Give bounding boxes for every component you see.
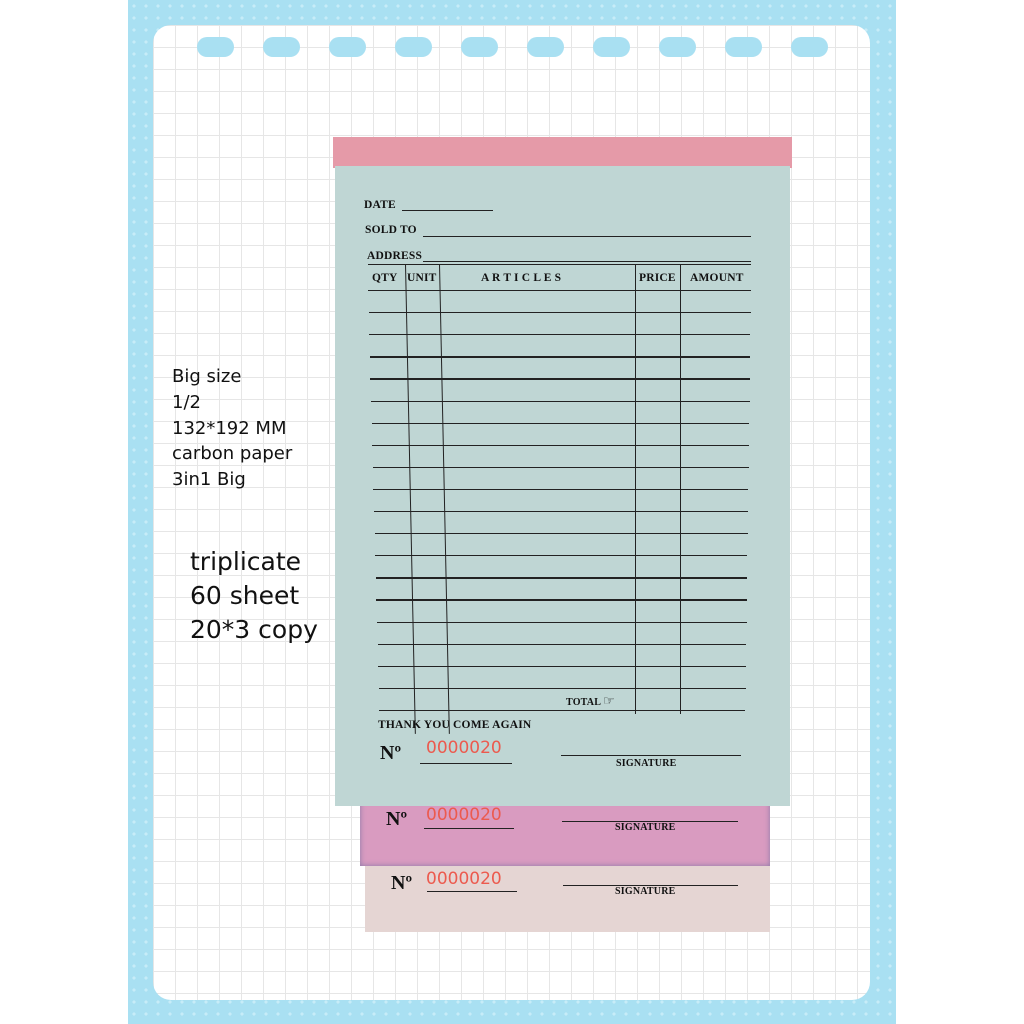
column-header-qty: QTY xyxy=(372,272,398,284)
spec-line: 132*192 MM xyxy=(172,417,287,439)
table-row-line xyxy=(375,555,748,557)
table-row-line xyxy=(371,400,750,402)
table-row-line xyxy=(373,488,749,491)
date-label: DATE xyxy=(364,199,396,211)
table-row-line xyxy=(377,621,747,623)
binder-hole xyxy=(659,37,696,57)
spec-line: 20*3 copy xyxy=(190,615,318,644)
spec-list-large: triplicate 60 sheet 20*3 copy xyxy=(190,545,318,647)
table-row-line xyxy=(368,312,751,314)
table-row-line xyxy=(372,466,749,469)
table-row-line xyxy=(369,356,751,358)
serial-number: 0000020 xyxy=(426,805,502,825)
serial-number: 0000020 xyxy=(426,869,502,889)
thank-you-text: THANK YOU COME AGAIN xyxy=(378,719,532,731)
table-row-line xyxy=(378,665,746,667)
binder-hole xyxy=(329,37,366,57)
number-label: Nº xyxy=(391,872,413,894)
number-label: Nº xyxy=(386,808,408,830)
receipt-form: DATE SOLD TO ADDRESS QTY UNIT A R T I C … xyxy=(335,166,790,806)
copy-sheet-pink: Nº 0000020 SIGNATURE xyxy=(360,800,770,866)
binder-hole xyxy=(527,37,564,57)
table-row-line xyxy=(370,378,750,380)
table-row-line xyxy=(378,687,746,690)
signature-label: SIGNATURE xyxy=(616,758,677,769)
binder-hole xyxy=(461,37,498,57)
sold-to-label: SOLD TO xyxy=(365,224,417,236)
table-row-line xyxy=(371,422,750,424)
pointing-hand-icon: ☞ xyxy=(603,693,615,708)
binder-hole xyxy=(395,37,432,57)
column-header-unit: UNIT xyxy=(407,272,437,284)
table-row-line xyxy=(379,709,746,712)
total-label: TOTAL xyxy=(566,697,602,708)
table-row-line xyxy=(375,577,748,579)
spec-line: Big size xyxy=(172,366,242,387)
table-row-line xyxy=(374,533,748,535)
spec-line: 60 sheet xyxy=(190,581,300,610)
signature-label: SIGNATURE xyxy=(615,886,676,897)
number-label: Nº xyxy=(380,742,402,764)
spec-line: 3in1 Big xyxy=(172,469,246,491)
table-row-line xyxy=(372,444,749,446)
copy-sheet-beige: Nº 0000020 SIGNATURE xyxy=(365,866,770,932)
column-header-price: PRICE xyxy=(639,272,676,284)
binder-hole xyxy=(263,37,300,57)
table-row-line xyxy=(369,334,751,336)
spec-line: 1/2 xyxy=(172,391,201,413)
pad-binding-strip xyxy=(333,137,792,168)
binder-hole xyxy=(725,37,762,57)
column-header-amount: AMOUNT xyxy=(690,272,744,284)
table-row-line xyxy=(377,643,747,645)
table-row-line xyxy=(368,290,751,292)
serial-number: 0000020 xyxy=(426,738,502,758)
spec-line: carbon paper xyxy=(172,443,293,465)
spec-list: Big size 1/2 132*192 MM carbon paper 3in… xyxy=(172,364,292,493)
column-header-articles: A R T I C L E S xyxy=(481,272,562,284)
spec-line: triplicate xyxy=(190,547,302,576)
binder-hole xyxy=(791,37,828,57)
table-row-line xyxy=(376,599,747,601)
signature-label: SIGNATURE xyxy=(615,822,676,833)
binder-hole xyxy=(593,37,630,57)
binder-hole xyxy=(197,37,234,57)
table-row-line xyxy=(374,511,748,513)
address-label: ADDRESS xyxy=(367,250,423,262)
